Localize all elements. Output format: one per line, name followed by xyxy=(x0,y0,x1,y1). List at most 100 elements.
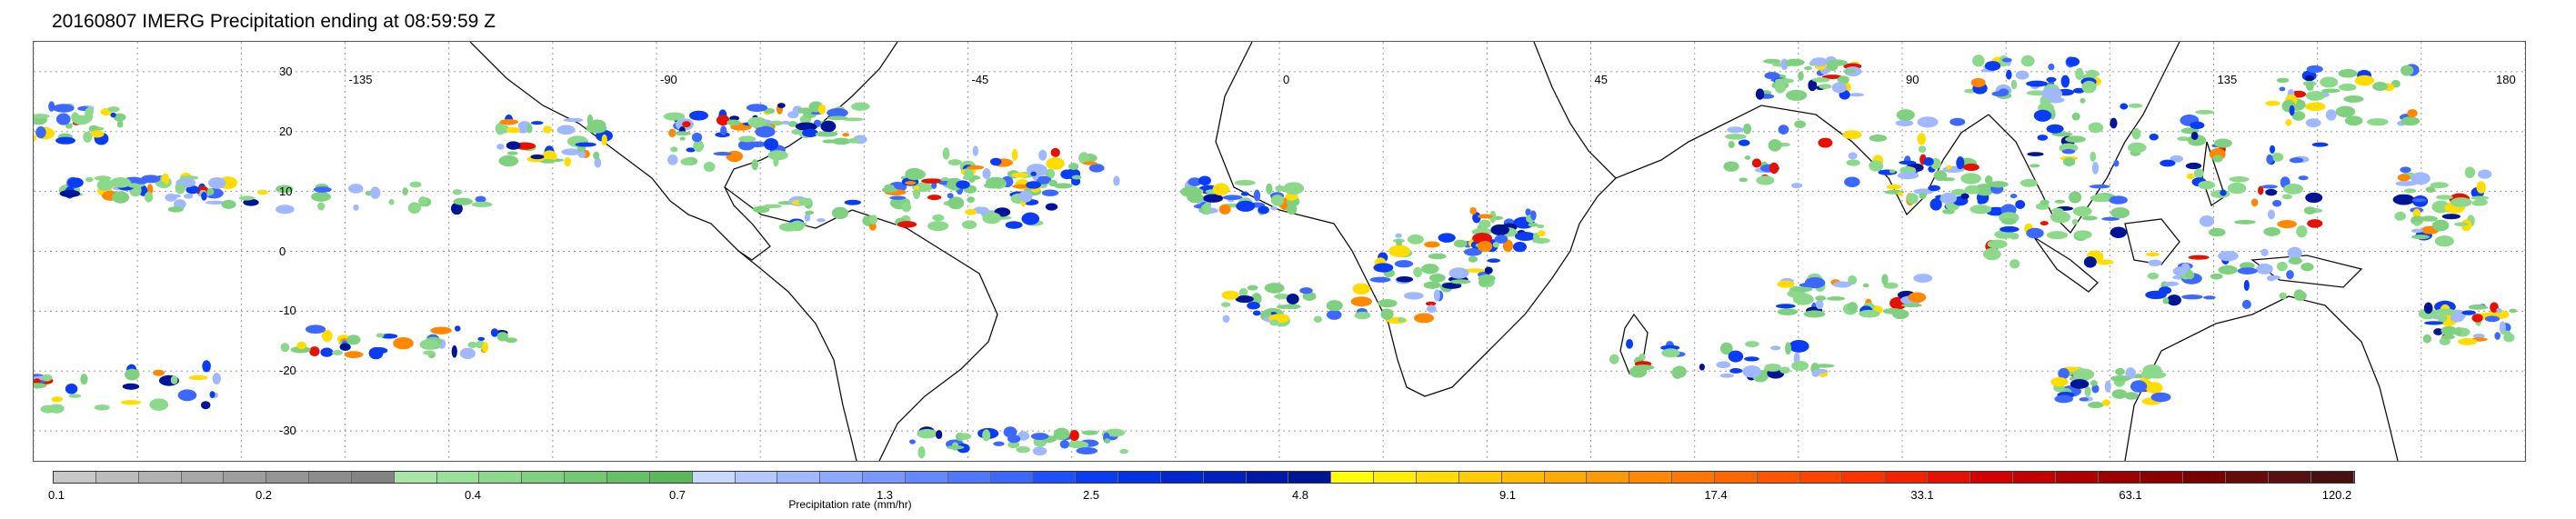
precip-cell xyxy=(2120,103,2129,110)
precip-cell xyxy=(920,178,943,184)
precip-cell xyxy=(1104,428,1126,437)
precip-cell xyxy=(2090,380,2098,386)
colorbar-segment xyxy=(224,472,267,483)
precip-cell xyxy=(311,192,332,202)
precip-cell xyxy=(1923,157,1934,166)
precip-cell xyxy=(817,218,826,223)
precip-cell xyxy=(2101,399,2111,406)
coast-sumatra xyxy=(2033,236,2099,293)
precip-cell xyxy=(1187,192,1204,204)
precip-cell xyxy=(820,120,837,133)
precip-cell xyxy=(850,102,870,111)
precip-cell xyxy=(2001,218,2017,225)
precip-cell xyxy=(2300,263,2314,272)
precip-cell xyxy=(2020,55,2035,67)
precip-cell xyxy=(332,349,343,355)
precip-cell xyxy=(2500,330,2511,335)
precip-cell xyxy=(2305,91,2325,101)
precip-cell xyxy=(947,159,962,166)
precip-cell xyxy=(1728,141,1735,148)
precip-cell xyxy=(2090,194,2110,203)
precip-cell xyxy=(2494,332,2501,340)
precip-cell xyxy=(1352,283,1370,295)
colorbar-segment xyxy=(565,472,607,483)
precip-cell xyxy=(125,368,140,381)
precip-cell xyxy=(120,400,142,405)
precip-cell xyxy=(290,346,311,354)
colorbar-segment xyxy=(2098,472,2141,483)
precip-cell xyxy=(2081,80,2097,94)
precip-cell xyxy=(764,107,776,115)
colorbar-title: Precipitation rate (mm/hr) xyxy=(788,498,912,511)
precip-cell xyxy=(1453,239,1468,248)
precip-cell xyxy=(2283,183,2304,195)
colorbar-segment xyxy=(309,472,352,483)
precip-cell xyxy=(2015,200,2026,209)
precip-cell xyxy=(2411,235,2431,240)
precip-cell xyxy=(1026,164,1047,176)
precip-cell xyxy=(1862,283,1869,288)
colorbar-segment xyxy=(181,472,225,483)
precip-cell xyxy=(1299,287,1313,294)
precip-cell xyxy=(2198,180,2216,190)
precip-cell xyxy=(2434,308,2456,315)
colorbar-segment xyxy=(777,472,821,483)
precip-cell xyxy=(815,131,834,137)
precip-cell xyxy=(1198,175,1211,185)
precip-cell xyxy=(2040,221,2049,226)
coast-north-america xyxy=(469,42,898,261)
colorbar-segment xyxy=(649,472,693,483)
precip-cell xyxy=(1489,210,1497,224)
precip-cell xyxy=(1970,205,1992,215)
precip-cell xyxy=(1212,183,1230,196)
precip-cell xyxy=(1395,233,1402,238)
colorbar-segment xyxy=(735,472,778,483)
precip-cell xyxy=(1484,266,1493,274)
precip-cell xyxy=(2411,198,2427,203)
precip-cell xyxy=(1021,212,1040,225)
precip-cell xyxy=(1512,241,1527,253)
precip-cell xyxy=(1017,431,1030,441)
precip-cell xyxy=(1742,365,1761,378)
precip-cell xyxy=(1917,116,1939,128)
precip-cell xyxy=(1251,293,1262,305)
precip-cell xyxy=(2305,192,2323,204)
precip-cell xyxy=(209,391,216,398)
precip-cell xyxy=(2496,307,2502,314)
precip-cell xyxy=(2265,188,2278,196)
precip-cell xyxy=(2050,211,2071,224)
precip-cell xyxy=(2265,100,2280,106)
precip-cell xyxy=(2040,87,2063,100)
colorbar-segment xyxy=(1714,472,1758,483)
precip-cell xyxy=(881,186,897,194)
precip-cell xyxy=(967,165,985,170)
precip-cell xyxy=(2009,233,2020,240)
precip-cell xyxy=(1775,304,1796,309)
longitude-label: 90 xyxy=(1906,73,1919,86)
precip-cell xyxy=(155,181,166,186)
precip-cell xyxy=(727,119,741,126)
precip-cell xyxy=(2261,185,2278,189)
precip-cell xyxy=(842,133,849,137)
precip-cell xyxy=(40,404,55,414)
precip-cell xyxy=(296,341,307,350)
precip-cell xyxy=(2185,271,2195,280)
precip-cell xyxy=(1672,365,1687,378)
precip-cell xyxy=(2072,87,2085,94)
precip-cell xyxy=(2080,97,2086,104)
precip-cell xyxy=(564,156,572,167)
colorbar-segment xyxy=(394,472,437,483)
precip-cell xyxy=(221,199,236,209)
precip-cell xyxy=(1537,230,1546,237)
longitude-label: -45 xyxy=(971,73,989,86)
precip-cell xyxy=(2218,250,2239,262)
precip-cell xyxy=(993,441,1005,446)
precip-cell xyxy=(2266,154,2273,165)
precip-cell xyxy=(1530,210,1537,221)
precip-cell xyxy=(2321,88,2340,94)
precip-cell xyxy=(2344,115,2363,126)
colorbar-segment xyxy=(266,472,310,483)
precip-cell xyxy=(1789,340,1809,353)
precip-cell xyxy=(2303,206,2316,215)
colorbar-segment xyxy=(2140,472,2184,483)
